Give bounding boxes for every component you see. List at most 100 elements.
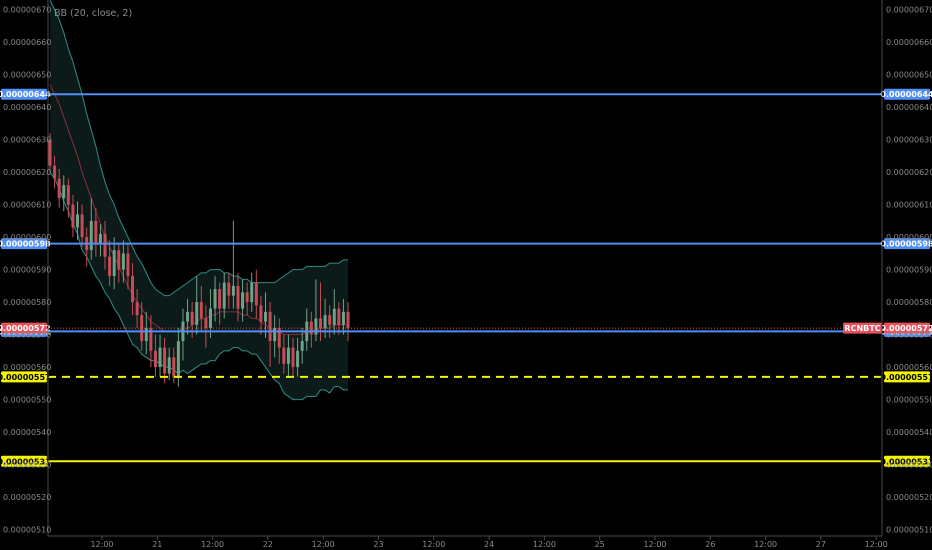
candle-body-down [309,321,313,335]
candle-body-up [98,233,102,244]
y-tick-label-right: 0.00000670 [886,6,932,15]
candle-body-up [176,341,180,377]
candle-body-down [254,282,258,306]
candle-body-down [103,233,107,257]
y-tick-label-right: 0.00000560 [886,363,932,372]
candle-body-down [227,282,231,296]
price-tag-right-text: 0.00000531 [880,457,932,466]
y-tick-label-left: 0.00000570 [3,331,51,340]
y-tick-label-right: 0.00000540 [886,428,932,437]
y-tick-label-left: 0.00000590 [3,266,51,275]
candle-body-down [218,289,222,309]
candle-body-up [231,285,235,296]
candle-body-up [273,328,277,342]
candle-body-up [186,311,190,322]
candle-body-up [62,185,66,199]
y-tick-label-right: 0.00000590 [886,266,932,275]
candle-body-up [241,292,245,309]
x-tick-label: 22 [263,540,273,549]
candle-body-down [199,302,203,319]
x-tick-label: 23 [373,540,383,549]
candle-body-down [282,347,286,364]
candle-body-up [208,308,212,329]
indicator-legend[interactable]: BB (20, close, 2) [54,8,132,19]
last-price-tag-left-bg [1,322,47,334]
price-tag-right-bg [884,238,930,250]
candle-body-up [250,282,254,303]
y-tick-label-left: 0.00000660 [3,38,51,47]
candle-body-up [121,253,125,270]
candle-body-up [112,250,116,277]
price-tag-left-text: 0.00000531 [0,457,51,466]
candle-body-up [296,350,300,368]
x-tick-label: 27 [816,540,826,549]
y-tick-label-left: 0.00000600 [3,233,51,242]
candle-body-up [89,220,93,251]
candle-body-down [80,214,84,238]
candle-body-down [190,311,194,325]
x-tick-label: 24 [484,540,494,549]
y-tick-label-right: 0.00000510 [886,526,932,535]
price-tag-left-bg [1,238,47,250]
candle-body-up [167,357,171,374]
candle-body-up [144,328,148,342]
y-tick-label-left: 0.00000580 [3,298,51,307]
y-tick-label-right: 0.00000610 [886,201,932,210]
y-tick-label-left: 0.00000510 [3,526,51,535]
y-tick-label-left: 0.00000530 [3,461,51,470]
y-tick-label-right: 0.00000600 [886,233,932,242]
candle-body-down [57,178,61,199]
candle-body-up [332,308,336,325]
y-tick-label-right: 0.00000640 [886,103,932,112]
last-price-tag-right-text: 0.00000572 [880,324,932,333]
x-tick-label: 12:00 [90,540,113,549]
y-tick-label-left: 0.00000560 [3,363,51,372]
y-tick-label-left: 0.00000670 [3,6,51,15]
y-tick-label-left: 0.00000550 [3,396,51,405]
symbol-tag-text: RCNBTC [844,324,880,333]
candle-body-up [323,315,327,329]
candle-body-down [135,302,139,316]
x-tick-label: 12:00 [312,540,335,549]
y-tick-label-right: 0.00000580 [886,298,932,307]
horizontal-lines[interactable]: 0.00000644 0.00000644 0.00000598 0.00000598… [0,88,932,467]
candle-body-down [153,350,157,368]
candles [48,133,350,387]
axes: 0.00000510 0.00000510 0.00000520 0.00000520… [3,0,932,549]
bollinger-upper-band [49,0,349,297]
candle-body-down [94,220,98,244]
y-tick-label-left: 0.00000630 [3,136,51,145]
y-tick-label-left: 0.00000520 [3,493,51,502]
candle-body-up [341,311,345,325]
price-tag-right-bg [884,88,930,100]
price-tag-left-bg [1,455,47,467]
price-tag-left-bg [1,88,47,100]
x-tick-label: 12:00 [865,540,888,549]
y-tick-label-right: 0.00000630 [886,136,932,145]
price-tag-right-bg [884,371,930,383]
y-tick-label-right: 0.00000530 [886,461,932,470]
candle-body-down [337,308,341,325]
candle-body-down [66,185,70,205]
candle-body-up [263,311,267,322]
bollinger-bands [49,0,349,401]
candle-body-down [204,318,208,329]
candle-body-down [149,328,153,351]
candle-body-up [300,341,304,351]
x-tick-label: 25 [595,540,605,549]
candle-body-down [346,311,350,329]
candle-body-up [286,347,290,364]
candle-body-down [268,311,272,342]
candle-body-up [314,318,318,335]
y-tick-label-left: 0.00000640 [3,103,51,112]
y-tick-label-right: 0.00000650 [886,71,932,80]
price-tag-left-text: 0.00000557 [0,373,51,382]
x-tick-label: 12:00 [533,540,556,549]
y-tick-label-right: 0.00000570 [886,331,932,340]
candle-body-down [53,165,57,179]
candle-body-up [213,289,217,309]
candle-body-down [259,305,263,322]
price-tag-right-bg [884,455,930,467]
y-tick-label-right: 0.00000620 [886,168,932,177]
